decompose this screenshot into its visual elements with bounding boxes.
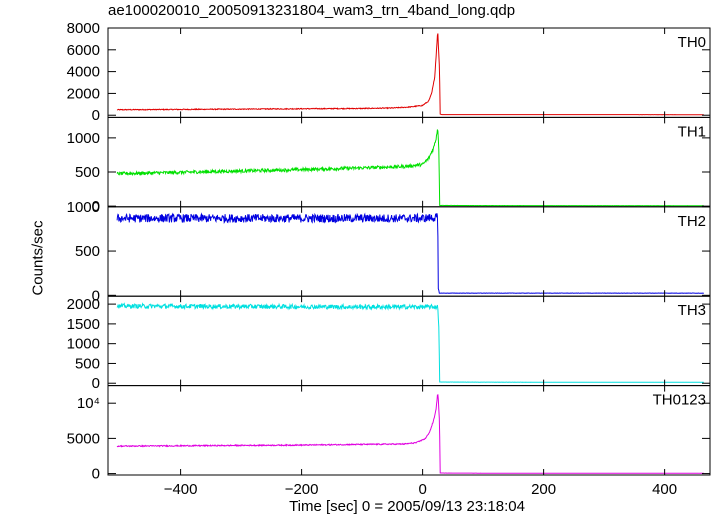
y-tick-label: 10⁴ [77, 395, 100, 412]
y-tick-label: 2000 [67, 85, 100, 102]
y-tick-label: 0 [92, 375, 100, 392]
y-tick-label: 1000 [67, 199, 100, 216]
x-tick-label: 200 [531, 481, 556, 498]
y-tick-label: 0 [92, 107, 100, 124]
y-tick-label: 500 [75, 243, 100, 260]
panel-label-th2: TH2 [678, 213, 706, 230]
panel-label-th0123: TH0123 [653, 392, 706, 409]
y-tick-label: 8000 [67, 20, 100, 37]
series-line-th2 [116, 212, 704, 294]
panel-frame-th3 [107, 295, 711, 387]
x-axis-label: Time [sec] 0 = 2005/09/13 23:18:04 [289, 498, 525, 515]
panel-label-th1: TH1 [678, 123, 706, 140]
series-line-th3 [116, 302, 704, 383]
panel-label-th0: TH0 [678, 34, 706, 51]
y-tick-label: 500 [75, 164, 100, 181]
y-tick-label: 2000 [67, 296, 100, 313]
y-tick-label: 0 [92, 198, 100, 215]
panel-frame-th0123 [107, 385, 711, 476]
x-tick-label: 400 [652, 481, 677, 498]
y-tick-label: 5000 [67, 430, 100, 447]
chart-title: ae100020010_20050913231804_wam3_trn_4ban… [108, 2, 516, 19]
x-tick-label: 0 [418, 481, 426, 498]
panel-frame-th1 [107, 116, 711, 208]
y-tick-label: 6000 [67, 42, 100, 59]
series-line-th0 [116, 33, 704, 116]
y-tick-label: 0 [92, 466, 100, 483]
y-tick-label: 1500 [67, 316, 100, 333]
series-line-th1 [116, 129, 704, 207]
y-tick-label: 500 [75, 355, 100, 372]
panel-label-th3: TH3 [678, 302, 706, 319]
y-tick-label: 0 [92, 287, 100, 304]
x-tick-label: −200 [285, 481, 319, 498]
x-tick-label: −400 [164, 481, 198, 498]
y-tick-label: 1000 [67, 130, 100, 147]
series-line-th0123 [116, 394, 704, 474]
y-tick-label: 4000 [67, 64, 100, 81]
panel-frame-th0 [107, 27, 711, 118]
y-tick-label: 1000 [67, 336, 100, 353]
